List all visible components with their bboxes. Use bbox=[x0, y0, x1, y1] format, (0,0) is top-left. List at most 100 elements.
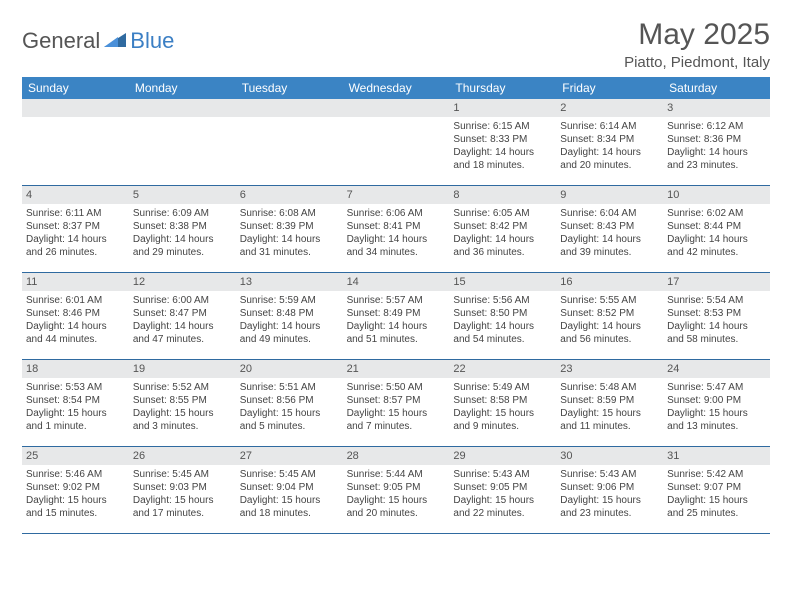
day-cell: 9Sunrise: 6:04 AMSunset: 8:43 PMDaylight… bbox=[556, 186, 663, 272]
sunrise-text: Sunrise: 6:09 AM bbox=[133, 207, 232, 220]
sunrise-text: Sunrise: 5:50 AM bbox=[347, 381, 446, 394]
sunset-text: Sunset: 8:37 PM bbox=[26, 220, 125, 233]
sunset-text: Sunset: 9:00 PM bbox=[667, 394, 766, 407]
day-cell: 10Sunrise: 6:02 AMSunset: 8:44 PMDayligh… bbox=[663, 186, 770, 272]
daylight-text: Daylight: 14 hours and 34 minutes. bbox=[347, 233, 446, 259]
daylight-text: Daylight: 15 hours and 3 minutes. bbox=[133, 407, 232, 433]
daylight-text: Daylight: 14 hours and 36 minutes. bbox=[453, 233, 552, 259]
day-number: 23 bbox=[556, 360, 663, 378]
week-row: 4Sunrise: 6:11 AMSunset: 8:37 PMDaylight… bbox=[22, 186, 770, 273]
day-header: Friday bbox=[556, 77, 663, 99]
sunrise-text: Sunrise: 5:49 AM bbox=[453, 381, 552, 394]
sunrise-text: Sunrise: 6:05 AM bbox=[453, 207, 552, 220]
day-number bbox=[343, 99, 450, 117]
sunset-text: Sunset: 8:43 PM bbox=[560, 220, 659, 233]
sunrise-text: Sunrise: 5:47 AM bbox=[667, 381, 766, 394]
sunrise-text: Sunrise: 5:54 AM bbox=[667, 294, 766, 307]
sunset-text: Sunset: 8:50 PM bbox=[453, 307, 552, 320]
week-row: 18Sunrise: 5:53 AMSunset: 8:54 PMDayligh… bbox=[22, 360, 770, 447]
day-cell: 3Sunrise: 6:12 AMSunset: 8:36 PMDaylight… bbox=[663, 99, 770, 185]
month-title: May 2025 bbox=[624, 18, 770, 52]
day-cell: 16Sunrise: 5:55 AMSunset: 8:52 PMDayligh… bbox=[556, 273, 663, 359]
day-number: 10 bbox=[663, 186, 770, 204]
page-header: General Blue May 2025 Piatto, Piedmont, … bbox=[22, 18, 770, 71]
daylight-text: Daylight: 14 hours and 56 minutes. bbox=[560, 320, 659, 346]
sunset-text: Sunset: 8:41 PM bbox=[347, 220, 446, 233]
calendar-page: General Blue May 2025 Piatto, Piedmont, … bbox=[0, 0, 792, 544]
day-cell: 7Sunrise: 6:06 AMSunset: 8:41 PMDaylight… bbox=[343, 186, 450, 272]
day-number: 27 bbox=[236, 447, 343, 465]
daylight-text: Daylight: 14 hours and 51 minutes. bbox=[347, 320, 446, 346]
day-cell bbox=[343, 99, 450, 185]
sunrise-text: Sunrise: 6:02 AM bbox=[667, 207, 766, 220]
day-number: 17 bbox=[663, 273, 770, 291]
daylight-text: Daylight: 14 hours and 49 minutes. bbox=[240, 320, 339, 346]
sunrise-text: Sunrise: 5:55 AM bbox=[560, 294, 659, 307]
week-row: 25Sunrise: 5:46 AMSunset: 9:02 PMDayligh… bbox=[22, 447, 770, 534]
sunset-text: Sunset: 8:36 PM bbox=[667, 133, 766, 146]
day-number: 31 bbox=[663, 447, 770, 465]
day-cell: 26Sunrise: 5:45 AMSunset: 9:03 PMDayligh… bbox=[129, 447, 236, 533]
sunset-text: Sunset: 8:55 PM bbox=[133, 394, 232, 407]
sunset-text: Sunset: 8:39 PM bbox=[240, 220, 339, 233]
brand-text-blue: Blue bbox=[130, 28, 174, 54]
daylight-text: Daylight: 14 hours and 26 minutes. bbox=[26, 233, 125, 259]
sunset-text: Sunset: 9:03 PM bbox=[133, 481, 232, 494]
daylight-text: Daylight: 14 hours and 20 minutes. bbox=[560, 146, 659, 172]
sunrise-text: Sunrise: 5:45 AM bbox=[240, 468, 339, 481]
daylight-text: Daylight: 15 hours and 11 minutes. bbox=[560, 407, 659, 433]
brand-triangle-icon bbox=[104, 31, 126, 52]
day-cell: 30Sunrise: 5:43 AMSunset: 9:06 PMDayligh… bbox=[556, 447, 663, 533]
day-header: Wednesday bbox=[343, 77, 450, 99]
day-number bbox=[129, 99, 236, 117]
sunset-text: Sunset: 8:56 PM bbox=[240, 394, 339, 407]
sunrise-text: Sunrise: 5:44 AM bbox=[347, 468, 446, 481]
sunrise-text: Sunrise: 5:43 AM bbox=[453, 468, 552, 481]
day-cell: 17Sunrise: 5:54 AMSunset: 8:53 PMDayligh… bbox=[663, 273, 770, 359]
sunrise-text: Sunrise: 6:12 AM bbox=[667, 120, 766, 133]
day-number: 26 bbox=[129, 447, 236, 465]
sunset-text: Sunset: 9:06 PM bbox=[560, 481, 659, 494]
day-header: Saturday bbox=[663, 77, 770, 99]
sunset-text: Sunset: 9:05 PM bbox=[453, 481, 552, 494]
day-cell: 24Sunrise: 5:47 AMSunset: 9:00 PMDayligh… bbox=[663, 360, 770, 446]
daylight-text: Daylight: 15 hours and 15 minutes. bbox=[26, 494, 125, 520]
day-number bbox=[236, 99, 343, 117]
day-cell: 31Sunrise: 5:42 AMSunset: 9:07 PMDayligh… bbox=[663, 447, 770, 533]
sunset-text: Sunset: 8:46 PM bbox=[26, 307, 125, 320]
sunrise-text: Sunrise: 6:00 AM bbox=[133, 294, 232, 307]
calendar-grid: Sunday Monday Tuesday Wednesday Thursday… bbox=[22, 77, 770, 534]
week-row: 11Sunrise: 6:01 AMSunset: 8:46 PMDayligh… bbox=[22, 273, 770, 360]
day-number: 2 bbox=[556, 99, 663, 117]
daylight-text: Daylight: 15 hours and 18 minutes. bbox=[240, 494, 339, 520]
day-cell: 25Sunrise: 5:46 AMSunset: 9:02 PMDayligh… bbox=[22, 447, 129, 533]
day-cell: 23Sunrise: 5:48 AMSunset: 8:59 PMDayligh… bbox=[556, 360, 663, 446]
day-number: 15 bbox=[449, 273, 556, 291]
daylight-text: Daylight: 14 hours and 29 minutes. bbox=[133, 233, 232, 259]
day-header-row: Sunday Monday Tuesday Wednesday Thursday… bbox=[22, 77, 770, 99]
day-cell: 19Sunrise: 5:52 AMSunset: 8:55 PMDayligh… bbox=[129, 360, 236, 446]
day-number: 5 bbox=[129, 186, 236, 204]
sunset-text: Sunset: 8:44 PM bbox=[667, 220, 766, 233]
sunrise-text: Sunrise: 5:51 AM bbox=[240, 381, 339, 394]
day-number: 29 bbox=[449, 447, 556, 465]
day-number: 1 bbox=[449, 99, 556, 117]
daylight-text: Daylight: 15 hours and 7 minutes. bbox=[347, 407, 446, 433]
sunrise-text: Sunrise: 5:43 AM bbox=[560, 468, 659, 481]
day-header: Monday bbox=[129, 77, 236, 99]
day-header: Thursday bbox=[449, 77, 556, 99]
sunrise-text: Sunrise: 6:01 AM bbox=[26, 294, 125, 307]
day-number: 22 bbox=[449, 360, 556, 378]
sunset-text: Sunset: 8:42 PM bbox=[453, 220, 552, 233]
week-row: 1Sunrise: 6:15 AMSunset: 8:33 PMDaylight… bbox=[22, 99, 770, 186]
day-cell: 20Sunrise: 5:51 AMSunset: 8:56 PMDayligh… bbox=[236, 360, 343, 446]
sunrise-text: Sunrise: 5:57 AM bbox=[347, 294, 446, 307]
sunset-text: Sunset: 8:34 PM bbox=[560, 133, 659, 146]
daylight-text: Daylight: 15 hours and 13 minutes. bbox=[667, 407, 766, 433]
day-cell: 28Sunrise: 5:44 AMSunset: 9:05 PMDayligh… bbox=[343, 447, 450, 533]
brand-logo: General Blue bbox=[22, 18, 174, 54]
sunrise-text: Sunrise: 5:59 AM bbox=[240, 294, 339, 307]
sunset-text: Sunset: 8:52 PM bbox=[560, 307, 659, 320]
day-cell: 15Sunrise: 5:56 AMSunset: 8:50 PMDayligh… bbox=[449, 273, 556, 359]
weeks-container: 1Sunrise: 6:15 AMSunset: 8:33 PMDaylight… bbox=[22, 99, 770, 534]
